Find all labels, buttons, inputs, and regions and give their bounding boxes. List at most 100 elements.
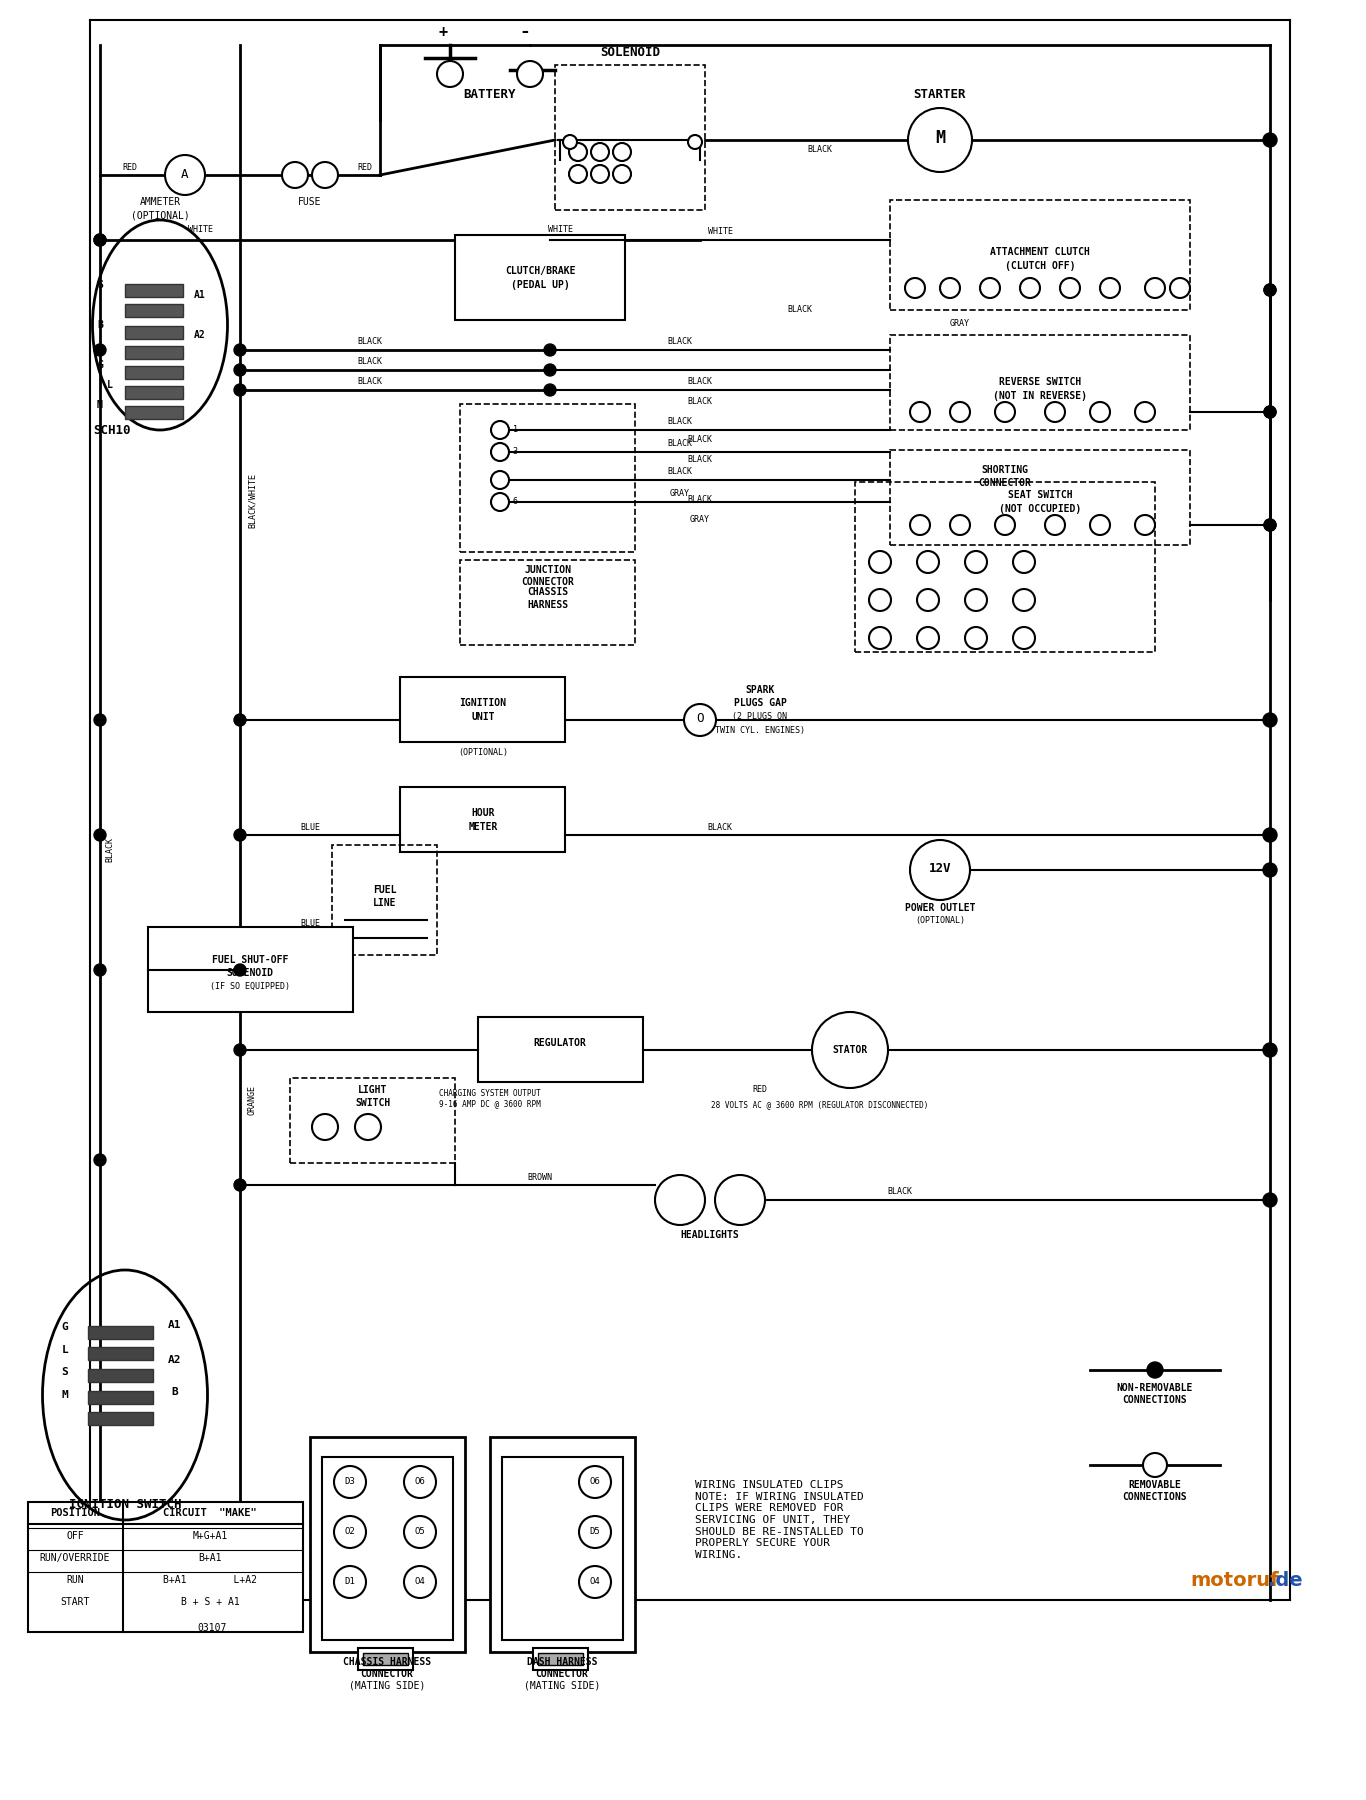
Circle shape [234,1044,246,1057]
Circle shape [311,162,337,187]
Text: BLACK: BLACK [668,468,693,477]
Text: RED: RED [753,1085,768,1094]
Bar [87,1411,153,1426]
Text: BLACK: BLACK [687,398,713,407]
Bar [126,346,183,358]
Circle shape [579,1566,611,1598]
Circle shape [234,965,246,976]
Text: SPARK: SPARK [746,686,775,695]
Circle shape [234,364,246,376]
Circle shape [949,401,970,421]
Text: CONNECTOR: CONNECTOR [361,1669,414,1679]
Text: IGNITION: IGNITION [459,698,507,707]
Text: S: S [97,281,102,290]
Text: BLUE: BLUE [301,823,320,832]
Circle shape [684,704,716,736]
Circle shape [940,277,960,299]
Text: WHITE: WHITE [708,227,732,236]
Circle shape [1090,401,1111,421]
Circle shape [94,234,107,247]
Text: BROWN: BROWN [527,1172,552,1181]
Text: A2: A2 [194,329,206,340]
Circle shape [404,1516,436,1548]
Bar [126,304,183,317]
Circle shape [437,61,463,86]
Circle shape [94,715,107,725]
Text: CLUTCH/BRAKE: CLUTCH/BRAKE [505,266,575,275]
Circle shape [1264,1193,1277,1208]
Circle shape [1264,407,1276,418]
Text: B+A1        L+A2: B+A1 L+A2 [163,1575,257,1586]
Text: BATTERY: BATTERY [463,88,516,101]
Text: (CLUTCH OFF): (CLUTCH OFF) [1005,261,1075,272]
Bar [490,1436,635,1652]
Text: 9-16 AMP DC @ 3600 RPM: 9-16 AMP DC @ 3600 RPM [438,1100,541,1109]
Text: A2: A2 [168,1355,182,1364]
Text: REGULATOR: REGULATOR [534,1039,586,1048]
Text: motoruf: motoruf [1190,1570,1279,1589]
Circle shape [234,344,246,356]
Text: REVERSE SWITCH: REVERSE SWITCH [999,376,1081,387]
Circle shape [1045,515,1065,535]
Text: RED: RED [123,162,138,171]
Circle shape [869,589,891,610]
Text: M: M [61,1390,68,1400]
Text: A1: A1 [168,1319,182,1330]
Circle shape [335,1516,366,1548]
Text: (MATING SIDE): (MATING SIDE) [348,1681,425,1690]
Circle shape [1264,133,1277,148]
Circle shape [964,551,988,572]
Circle shape [994,401,1015,421]
Circle shape [516,61,544,86]
Circle shape [490,493,510,511]
Text: (MATING SIDE): (MATING SIDE) [523,1681,600,1690]
Bar [126,407,183,419]
Circle shape [544,344,556,356]
Circle shape [917,589,938,610]
Text: HOUR: HOUR [471,808,494,817]
Bar [460,403,635,553]
Circle shape [234,1179,246,1192]
Text: BLACK: BLACK [358,338,382,346]
Circle shape [910,515,930,535]
Bar [455,236,626,320]
Circle shape [906,277,925,299]
Bar [358,1649,413,1670]
Text: TWIN CYL. ENGINES): TWIN CYL. ENGINES) [714,725,805,734]
Circle shape [335,1465,366,1498]
Circle shape [544,364,556,376]
Circle shape [1045,401,1065,421]
Text: ATTACHMENT CLUTCH: ATTACHMENT CLUTCH [990,247,1090,257]
Bar [501,1456,623,1640]
Circle shape [1135,515,1156,535]
Text: JUNCTION: JUNCTION [525,565,571,574]
Circle shape [234,715,246,725]
Text: O6: O6 [590,1478,601,1487]
Text: BLACK: BLACK [105,837,113,862]
Circle shape [613,166,631,184]
Text: CHARGING SYSTEM OUTPUT: CHARGING SYSTEM OUTPUT [438,1089,541,1098]
Text: CHASSIS: CHASSIS [527,587,568,598]
Circle shape [1264,828,1277,842]
Text: G: G [61,1321,68,1332]
Circle shape [1100,277,1120,299]
Circle shape [94,965,107,976]
Text: RUN/OVERRIDE: RUN/OVERRIDE [40,1553,111,1562]
Text: A1: A1 [194,290,206,301]
Text: HEADLIGHTS: HEADLIGHTS [680,1229,739,1240]
Text: O4: O4 [590,1577,601,1586]
Text: (NOT IN REVERSE): (NOT IN REVERSE) [993,391,1087,401]
Text: 28 VOLTS AC @ 3600 RPM (REGULATOR DISCONNECTED): 28 VOLTS AC @ 3600 RPM (REGULATOR DISCON… [712,1100,929,1109]
Text: D5: D5 [590,1528,601,1537]
Text: BLACK: BLACK [668,338,693,346]
Circle shape [1264,284,1276,295]
Circle shape [335,1566,366,1598]
Circle shape [1060,277,1081,299]
Circle shape [1147,1363,1162,1379]
Text: +: + [438,25,448,40]
Text: M+G+A1: M+G+A1 [193,1532,228,1541]
Circle shape [165,155,205,194]
Circle shape [1264,518,1276,531]
Bar [891,335,1190,430]
Bar [310,1436,464,1652]
